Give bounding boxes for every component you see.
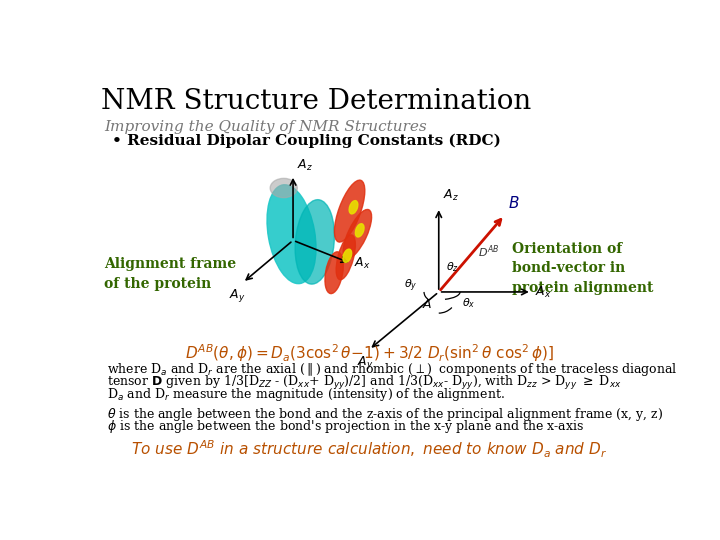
Text: $D^{AB}(\theta,\phi) = D_a(3\cos^2\theta\!-\! 1) + 3/2\ D_r(\sin^2\theta\ \cos^2: $D^{AB}(\theta,\phi) = D_a(3\cos^2\theta…	[184, 342, 554, 364]
Text: $A_z$: $A_z$	[443, 188, 459, 204]
Text: $\theta_z$: $\theta_z$	[446, 260, 459, 274]
Ellipse shape	[343, 210, 372, 259]
Ellipse shape	[325, 252, 343, 294]
Text: $A_x$: $A_x$	[354, 256, 370, 271]
Text: D$_a$ and D$_r$ measure the magnitude (intensity) of the alignment.: D$_a$ and D$_r$ measure the magnitude (i…	[107, 386, 505, 403]
Text: NMR Structure Determination: NMR Structure Determination	[101, 88, 531, 115]
Text: $D^{AB}$: $D^{AB}$	[477, 244, 499, 260]
Ellipse shape	[334, 180, 365, 242]
Ellipse shape	[270, 178, 297, 198]
Text: $A_x$: $A_x$	[535, 285, 552, 300]
Text: • Residual Dipolar Coupling Constants (RDC): • Residual Dipolar Coupling Constants (R…	[112, 134, 500, 148]
Ellipse shape	[295, 200, 334, 284]
Ellipse shape	[343, 249, 351, 262]
Text: $B$: $B$	[508, 195, 520, 211]
Text: tensor $\mathbf{D}$ given by 1/3[D$_{ZZ}$ - (D$_{xx}$+ D$_{yy}$)/2] and 1/3(D$_{: tensor $\mathbf{D}$ given by 1/3[D$_{ZZ}…	[107, 374, 621, 391]
Text: $A$: $A$	[422, 298, 432, 311]
Text: Improving the Quality of NMR Structures: Improving the Quality of NMR Structures	[104, 120, 427, 134]
Text: Alignment frame
of the protein: Alignment frame of the protein	[104, 257, 236, 291]
Text: $A_y$: $A_y$	[229, 287, 246, 303]
Text: $A_y$: $A_y$	[357, 354, 374, 370]
Ellipse shape	[336, 235, 356, 280]
Text: $A_z$: $A_z$	[297, 158, 313, 173]
Text: $\theta_y$: $\theta_y$	[404, 278, 417, 294]
Text: where D$_a$ and D$_r$ are the axial ($\parallel$) and rhombic ($\perp$)  compone: where D$_a$ and D$_r$ are the axial ($\p…	[107, 361, 678, 378]
Text: $\phi$ is the angle between the bond's projection in the x-y plane and the x-axi: $\phi$ is the angle between the bond's p…	[107, 418, 584, 435]
Ellipse shape	[349, 200, 358, 214]
Text: Orientation of
bond-vector in
protein alignment: Orientation of bond-vector in protein al…	[513, 242, 654, 295]
Text: $\theta_x$: $\theta_x$	[462, 296, 475, 309]
Ellipse shape	[356, 224, 364, 237]
Text: $\theta$ is the angle between the bond and the z-axis of the principal alignment: $\theta$ is the angle between the bond a…	[107, 406, 663, 423]
Ellipse shape	[267, 185, 316, 284]
Text: $\it{To\ use\ D^{AB}\ in\ a\ structure\ calculation,\ need\ to\ know\ D_a\ and\ : $\it{To\ use\ D^{AB}\ in\ a\ structure\ …	[131, 438, 607, 460]
